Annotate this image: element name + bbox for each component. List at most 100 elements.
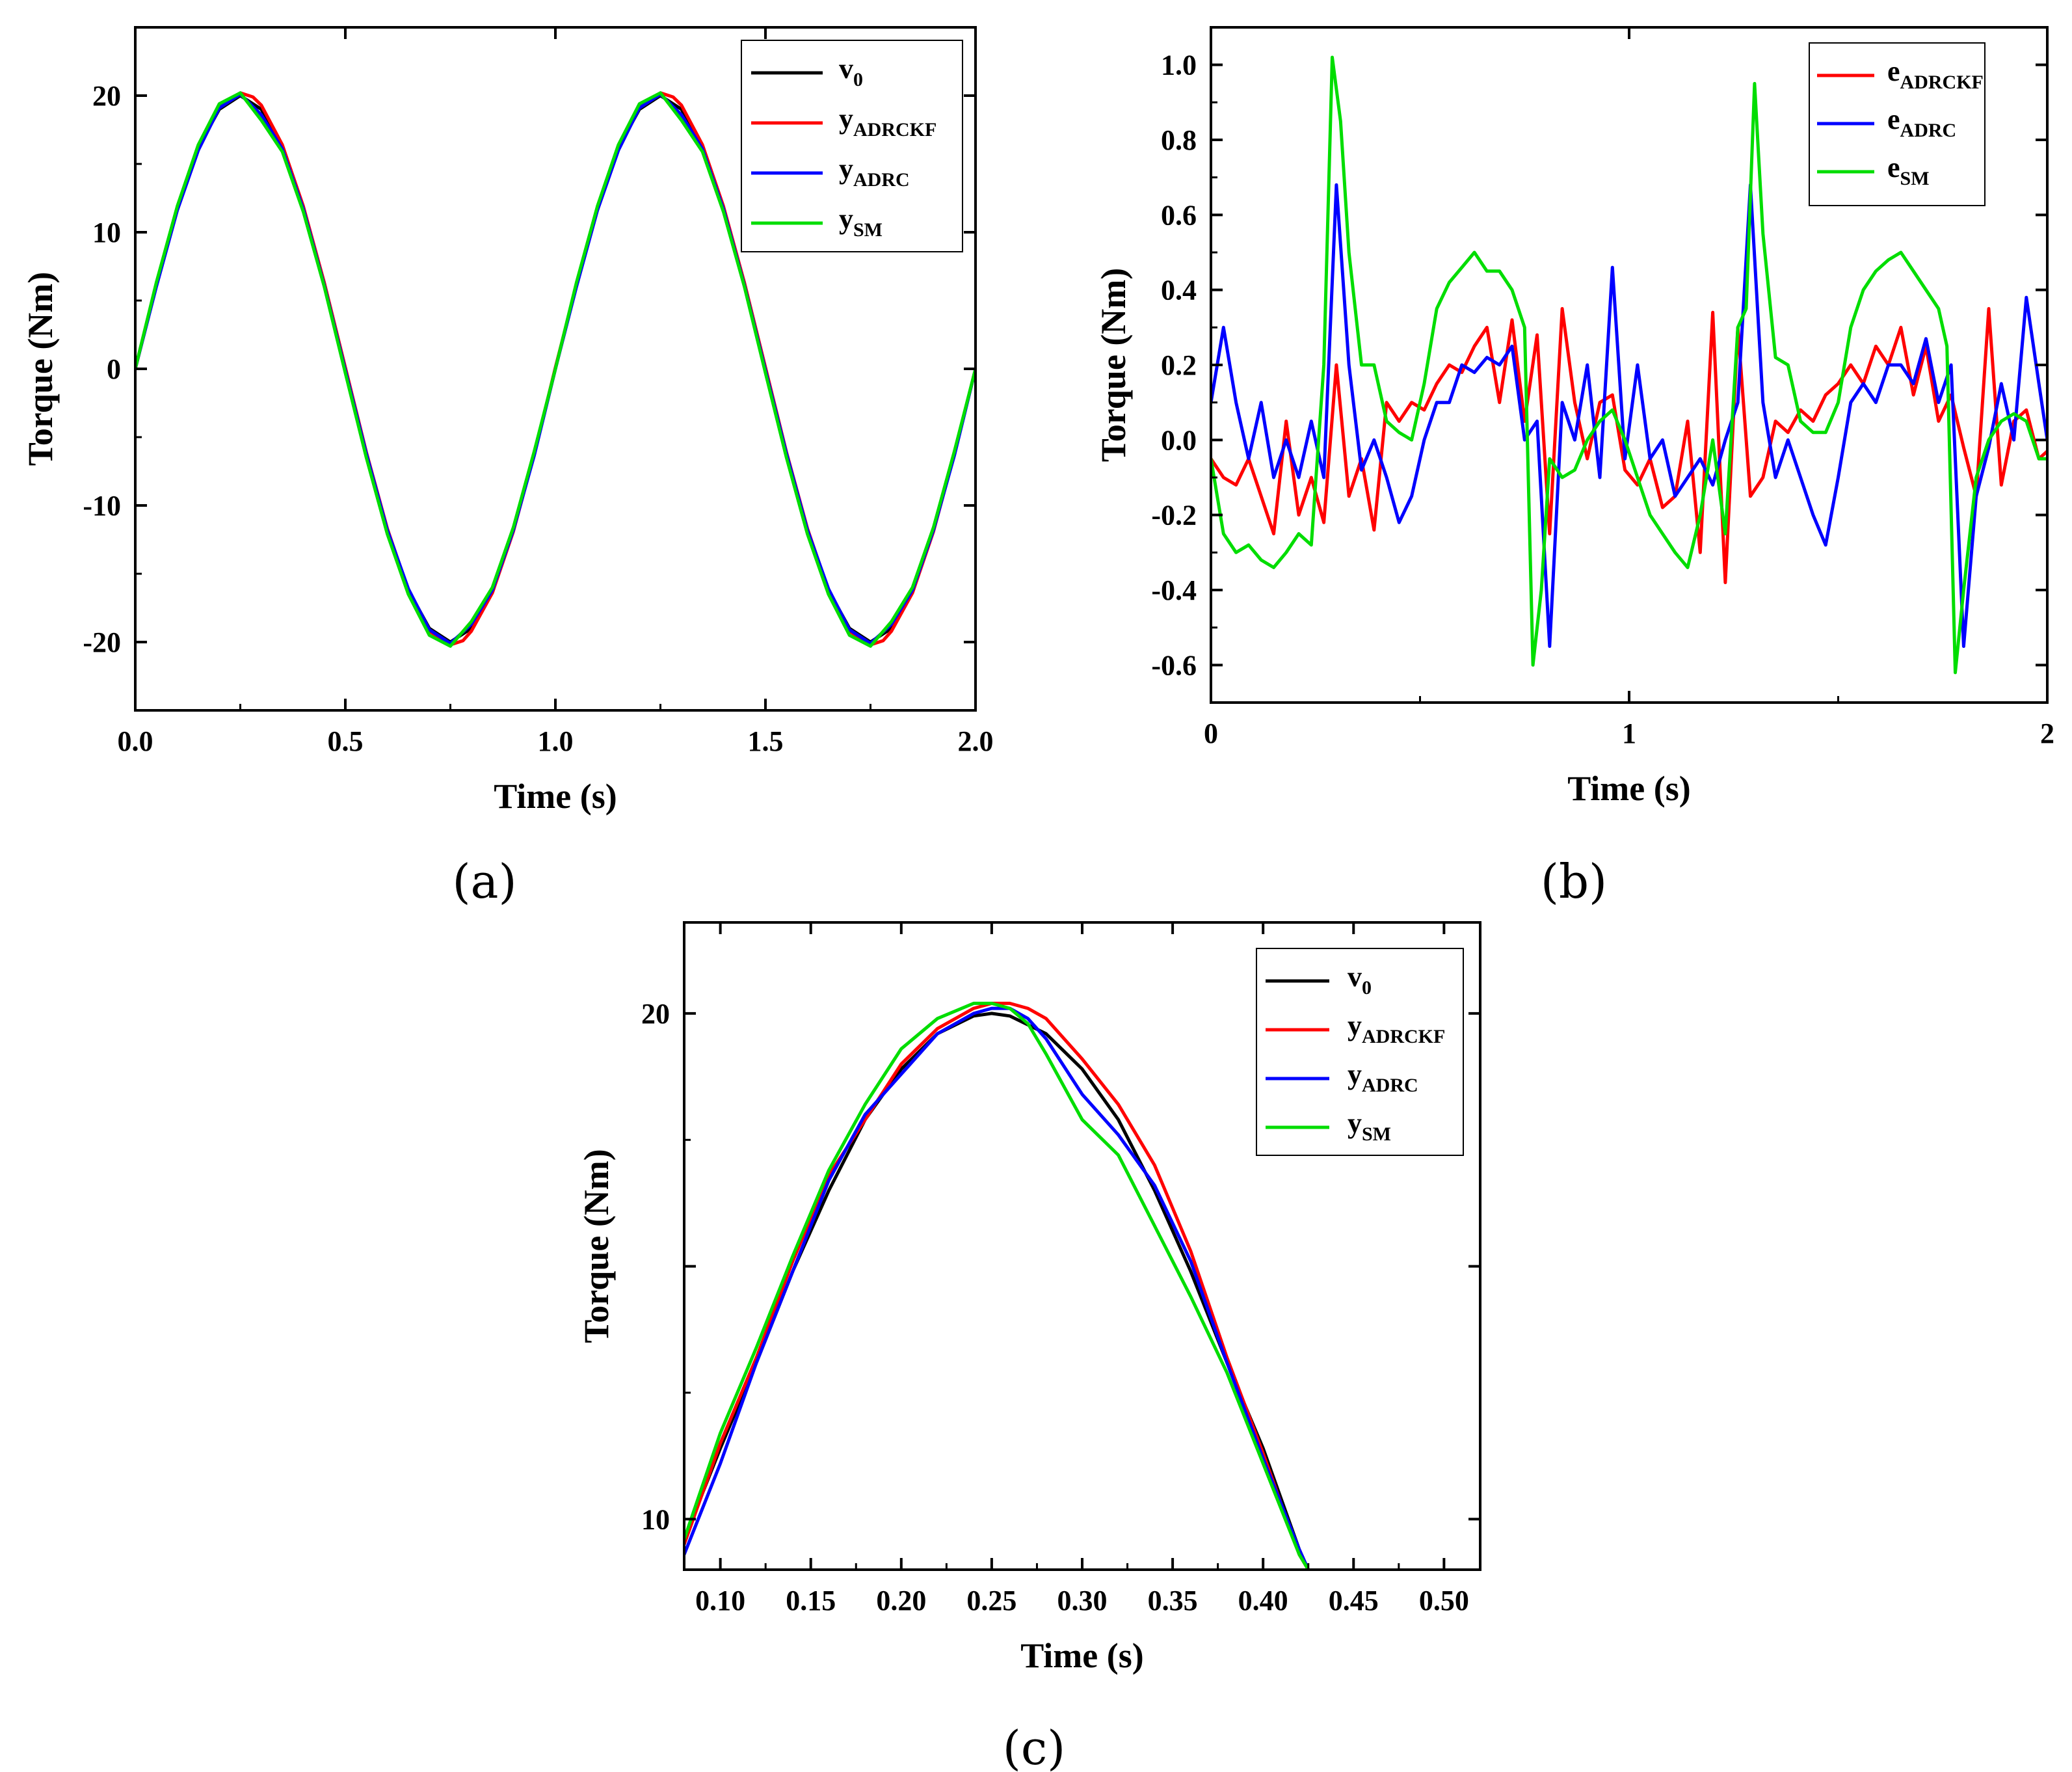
series-line-y-SM [684,1001,1310,1570]
legend-entry-subscript: ADRCKF [853,119,936,141]
legend-entry: ySM [839,203,883,241]
legend-entry-subscript: ADRCKF [1362,1026,1445,1047]
legend-box [1256,948,1464,1156]
y-axis: 10 20 [641,998,1480,1535]
x-tick-label: 0.0 [118,725,153,757]
legend-entry-symbol: v [1348,961,1362,993]
y-tick-label: 10 [641,1503,670,1535]
legend-entry: ySM [1348,1107,1391,1145]
legend-entry-subscript: ADRC [853,169,910,191]
x-tick-label: 1.0 [538,725,574,757]
x-axis-label: Time (s) [1567,769,1690,808]
legend-entry-symbol: e [1887,55,1900,87]
x-tick-label: 0 [1204,718,1218,749]
legend-entry-subscript: ADRC [1900,120,1957,141]
series-line-y-SM [135,91,976,648]
x-tick-label: 1.5 [748,725,784,757]
legend-entry-symbol: y [839,203,853,235]
legend-entry: eADRCKF [1887,55,1984,93]
legend-entry-symbol: v [839,53,853,85]
y-tick-label: 10 [92,217,121,248]
x-tick-label: 2 [2040,718,2054,749]
legend-entry-subscript: SM [1900,168,1930,189]
legend-entry: yADRC [839,153,910,191]
chart-c: 0.10 0.15 0.20 0.25 0.30 0.35 0.40 0.45 0.50 10 20… [577,921,1481,1772]
y-tick-label: 20 [92,80,121,112]
legend-entry-subscript: ADRCKF [1900,72,1984,93]
chart-a: 0.0 0.5 1.0 1.5 2.0 -20 -10 0 10 20 Time (s) Torque… [21,26,994,909]
y-axis-label: Torque (Nm) [577,1149,616,1343]
legend-box [741,40,963,252]
y-tick-label: -0.6 [1151,649,1197,681]
x-tick-label: 0.30 [1057,1585,1108,1617]
x-tick-label: 0.5 [328,725,364,757]
legend-entry-symbol: y [839,153,853,185]
y-tick-label: 0 [107,353,121,385]
y-tick-label: 20 [641,998,670,1030]
series-line-y-ADRC [684,1006,1310,1570]
x-axis: 0 1 2 [1204,27,2054,749]
x-tick-label: 0.15 [786,1585,836,1617]
legend-entry: v0 [1348,961,1372,999]
x-tick-label: 0.50 [1419,1585,1469,1617]
legend-entry-subscript: 0 [1362,977,1372,999]
y-tick-label: 0.0 [1161,424,1197,456]
series-line-e-ADRC [1211,183,2047,648]
x-tick-label: 0.10 [695,1585,745,1617]
legend-entry-symbol: y [1348,1010,1362,1041]
legend-entry: yADRCKF [839,103,936,141]
legend-entry-subscript: 0 [853,69,863,90]
y-tick-label: 1.0 [1161,49,1197,81]
series-line-e-SM [1211,55,2047,675]
chart-b: 0 1 2 -0.6 -0.4 -0.2 0.0 0.2 0.4 0.6 0.8 1.0 Time (s… [1094,26,2054,909]
x-axis-label: Time (s) [494,777,617,816]
legend-entry-symbol: y [839,103,853,135]
legend-entry-symbol: y [1348,1058,1362,1090]
legend-entry-subscript: SM [1362,1123,1391,1145]
series-group [684,1001,1310,1570]
y-axis-label: Torque (Nm) [21,272,60,466]
legend-entry-symbol: e [1887,103,1900,135]
x-tick-label: 1 [1622,718,1636,749]
legend-entry-subscript: SM [853,219,883,241]
series-group [135,91,976,648]
y-tick-label: -10 [83,490,121,522]
panel-label: (c) [1003,1721,1066,1772]
y-axis: -20 -10 0 10 20 [83,80,976,658]
legend-entry: eSM [1887,152,1930,189]
panel-label: (b) [1541,854,1607,909]
y-tick-label: -20 [83,626,121,658]
legend-entry: eADRC [1887,103,1956,141]
legend-entry-symbol: e [1887,152,1900,183]
y-axis: -0.6 -0.4 -0.2 0.0 0.2 0.4 0.6 0.8 1.0 [1151,49,2047,681]
y-tick-label: 0.8 [1161,124,1197,156]
panel-label: (a) [452,854,516,909]
x-axis-label: Time (s) [1020,1636,1143,1675]
x-tick-label: 0.25 [966,1585,1016,1617]
legend-entry: yADRC [1348,1058,1418,1096]
y-tick-label: 0.4 [1161,275,1197,306]
x-tick-label: 0.40 [1238,1585,1288,1617]
series-group [1211,55,2047,675]
legend-entry: v0 [839,53,863,90]
y-tick-label: 0.6 [1161,199,1197,231]
y-tick-label: -0.2 [1151,500,1197,531]
x-tick-label: 0.45 [1329,1585,1379,1617]
series-line-e-ADRCKF [1211,307,2047,584]
legend-entry-subscript: ADRC [1362,1075,1418,1096]
y-tick-label: -0.4 [1151,574,1197,606]
series-line-y-ADRCKF [684,1001,1310,1570]
x-axis: 0.0 0.5 1.0 1.5 2.0 [118,27,994,757]
x-tick-label: 2.0 [958,725,994,757]
y-tick-label: 0.2 [1161,349,1197,381]
legend-entry: yADRCKF [1348,1010,1445,1047]
legend-entry-symbol: y [1348,1107,1362,1139]
x-tick-label: 0.20 [876,1585,926,1617]
x-tick-label: 0.35 [1148,1585,1198,1617]
x-axis: 0.10 0.15 0.20 0.25 0.30 0.35 0.40 0.45 0.50 [695,922,1469,1617]
y-axis-label: Torque (Nm) [1094,268,1133,463]
